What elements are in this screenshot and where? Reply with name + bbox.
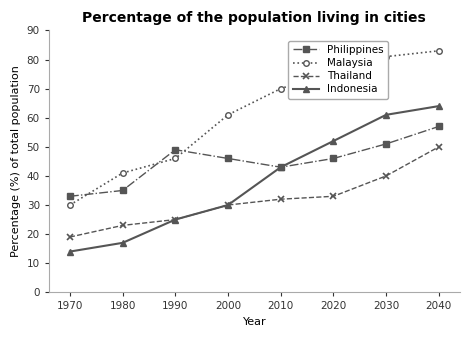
- X-axis label: Year: Year: [243, 317, 266, 327]
- Indonesia: [225, 203, 231, 207]
- Malaysia: [67, 203, 73, 207]
- Indonesia: [67, 249, 73, 254]
- Philippines: [278, 165, 284, 169]
- Line: Thailand: Thailand: [66, 143, 442, 241]
- Philippines: [436, 124, 442, 128]
- Indonesia: [172, 218, 178, 222]
- Thailand: [225, 203, 231, 207]
- Legend: Philippines, Malaysia, Thailand, Indonesia: Philippines, Malaysia, Thailand, Indones…: [288, 41, 388, 99]
- Title: Percentage of the population living in cities: Percentage of the population living in c…: [82, 11, 426, 25]
- Thailand: [331, 194, 336, 198]
- Philippines: [383, 142, 389, 146]
- Thailand: [278, 197, 284, 201]
- Malaysia: [331, 69, 336, 73]
- Philippines: [120, 189, 125, 193]
- Malaysia: [383, 55, 389, 59]
- Thailand: [383, 174, 389, 178]
- Philippines: [67, 194, 73, 198]
- Thailand: [120, 223, 125, 227]
- Indonesia: [120, 241, 125, 245]
- Malaysia: [436, 49, 442, 53]
- Malaysia: [120, 171, 125, 175]
- Line: Philippines: Philippines: [67, 124, 442, 199]
- Philippines: [225, 156, 231, 161]
- Malaysia: [278, 87, 284, 91]
- Line: Indonesia: Indonesia: [67, 103, 442, 255]
- Thailand: [436, 145, 442, 149]
- Malaysia: [172, 156, 178, 161]
- Philippines: [331, 156, 336, 161]
- Indonesia: [331, 139, 336, 143]
- Thailand: [67, 235, 73, 239]
- Indonesia: [436, 104, 442, 108]
- Indonesia: [278, 165, 284, 169]
- Malaysia: [225, 113, 231, 117]
- Y-axis label: Percentage (%) of total population: Percentage (%) of total population: [11, 66, 21, 257]
- Line: Malaysia: Malaysia: [67, 48, 442, 208]
- Indonesia: [383, 113, 389, 117]
- Thailand: [172, 218, 178, 222]
- Philippines: [172, 148, 178, 152]
